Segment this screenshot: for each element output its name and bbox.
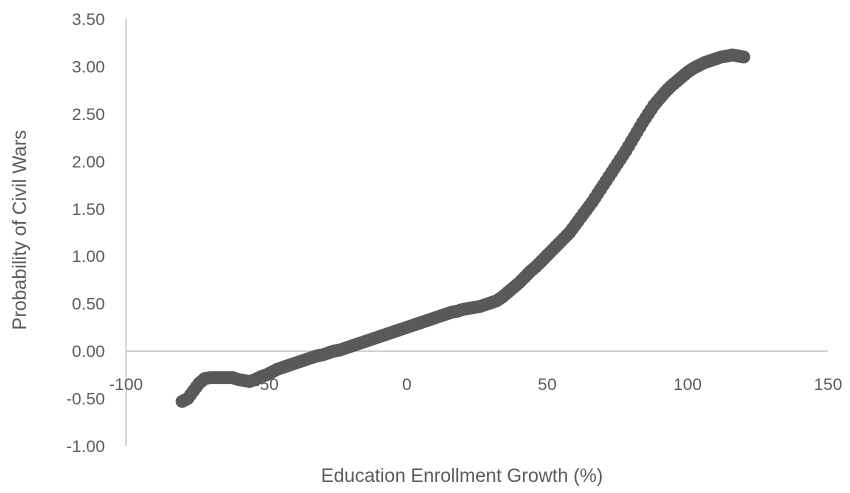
y-tick-label: 0.50 bbox=[72, 295, 105, 314]
y-tick-label: 2.50 bbox=[72, 105, 105, 124]
y-tick-label: 0.00 bbox=[72, 342, 105, 361]
y-tick-label: 1.50 bbox=[72, 200, 105, 219]
data-points bbox=[175, 48, 751, 408]
y-tick-label: -1.00 bbox=[66, 437, 105, 456]
x-tick-label: 0 bbox=[402, 375, 411, 394]
x-tick-label: -100 bbox=[109, 375, 143, 394]
y-axis-title: Probability of Civil Wars bbox=[10, 130, 31, 330]
x-tick-label: 100 bbox=[673, 375, 701, 394]
x-tick-label: 150 bbox=[814, 375, 842, 394]
y-tick-label: -0.50 bbox=[66, 390, 105, 409]
y-tick-label: 3.50 bbox=[72, 10, 105, 29]
x-tick-labels: -100 -50 0 50 100 150 bbox=[109, 375, 842, 394]
x-axis-title: Education Enrollment Growth (%) bbox=[321, 466, 603, 487]
y-tick-label: 1.00 bbox=[72, 247, 105, 266]
y-tick-label: 2.00 bbox=[72, 152, 105, 171]
x-tick-label: 50 bbox=[538, 375, 557, 394]
axes bbox=[125, 19, 828, 446]
data-point bbox=[737, 50, 751, 64]
y-tick-label: 3.00 bbox=[72, 57, 105, 76]
y-tick-labels: 3.50 3.00 2.50 2.00 1.50 1.00 0.50 0.00 … bbox=[66, 10, 105, 456]
